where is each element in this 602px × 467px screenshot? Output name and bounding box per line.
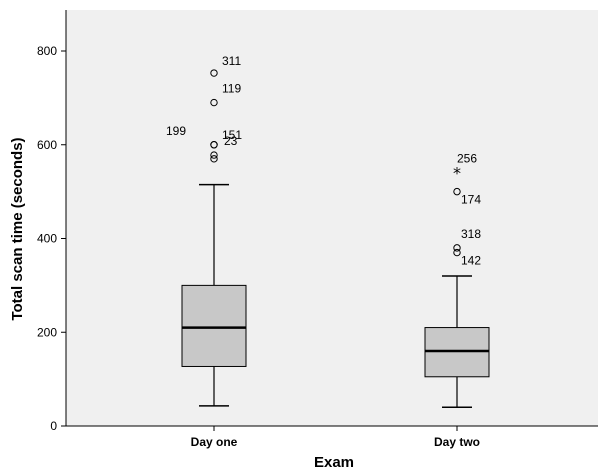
- x-tick-label: Day two: [434, 435, 480, 449]
- outlier-label: 256: [457, 152, 477, 166]
- plot-area: [66, 10, 598, 426]
- outlier-label: 151: [222, 128, 242, 142]
- y-tick-label: 800: [37, 44, 57, 58]
- outlier-circle-marker: [210, 69, 218, 77]
- y-tick-label: 0: [50, 419, 57, 433]
- box-iqr: [181, 284, 247, 367]
- axes: [65, 10, 598, 427]
- outlier-star-marker: *: [453, 164, 461, 183]
- y-ticks: 0 200 400 600 800: [37, 44, 66, 433]
- outlier-circle-marker: [210, 141, 218, 149]
- outlier-label: 311: [222, 54, 241, 68]
- outlier-label: 174: [461, 193, 481, 207]
- outlier-label: 142: [461, 254, 481, 268]
- outlier-circle-marker: [210, 151, 218, 159]
- outlier-circle-marker: [453, 248, 461, 257]
- y-tick-label: 400: [37, 232, 57, 246]
- outlier-circle-marker: [453, 244, 461, 252]
- y-tick-label: 600: [37, 138, 57, 152]
- boxes: [181, 183, 490, 408]
- outlier-label: 318: [461, 227, 481, 241]
- outlier-circle-marker: [210, 155, 218, 163]
- outlier-label: 199: [166, 124, 186, 138]
- outlier-circle-marker: [453, 187, 461, 196]
- outlier-label: 119: [222, 82, 241, 96]
- y-tick-label: 200: [37, 325, 57, 339]
- outlier-label: 23: [224, 134, 238, 148]
- outlier-circle-marker: [210, 98, 218, 107]
- x-axis-title: Exam: [314, 454, 354, 467]
- y-axis-title: Total scan time (seconds): [9, 137, 26, 320]
- x-ticks: Day one Day two: [191, 426, 480, 449]
- x-tick-label: Day one: [191, 435, 238, 449]
